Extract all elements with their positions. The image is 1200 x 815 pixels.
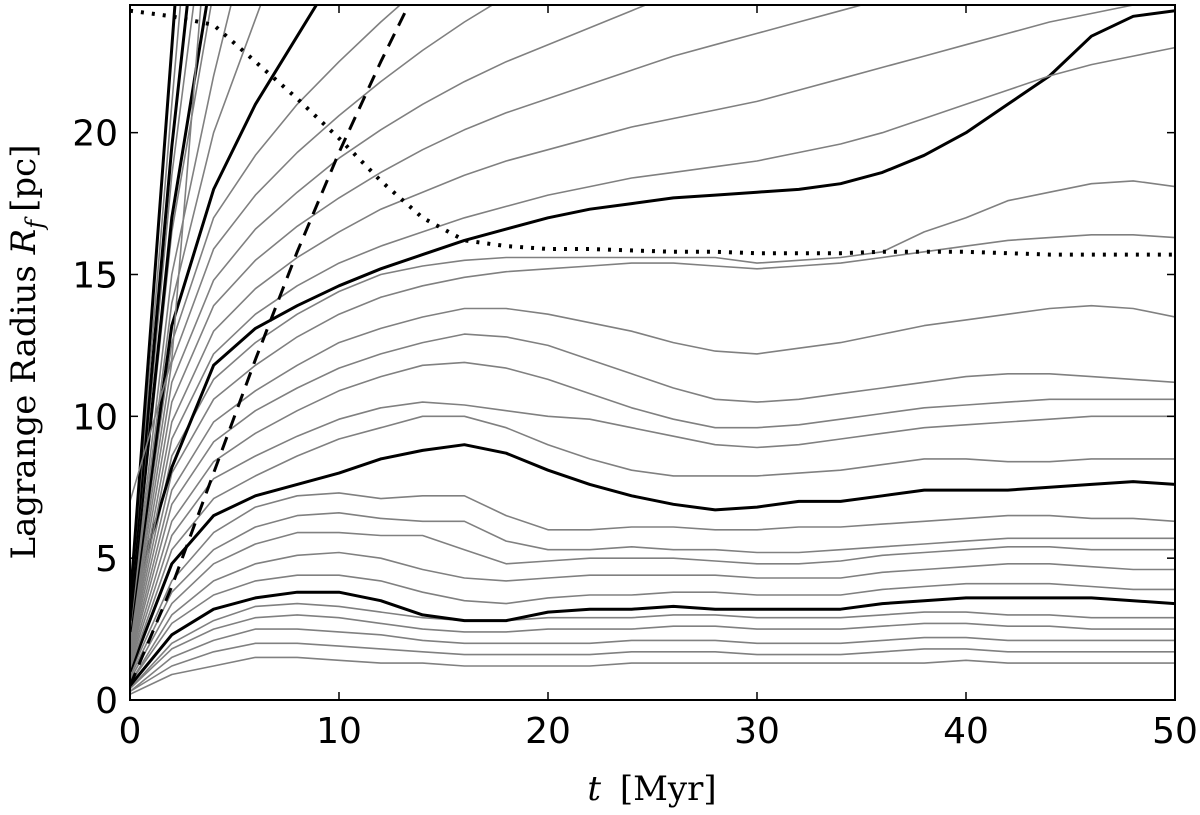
series-line-thin-7 <box>130 551 1175 684</box>
series-line-thin-22 <box>130 5 494 638</box>
x-tick-label-30: 30 <box>734 711 780 752</box>
series-line-thin-6 <box>130 574 1175 684</box>
x-tick-label-40: 40 <box>943 711 989 752</box>
y-tick-label-15: 15 <box>72 255 118 296</box>
series-line-thin-17 <box>130 180 1175 652</box>
series-line-thin-8 <box>130 531 1175 681</box>
series-line-thick-2 <box>130 443 1175 673</box>
series-line-thick-7 <box>130 5 177 604</box>
series-line-thin-4 <box>130 614 1175 690</box>
series-lines <box>130 5 1175 696</box>
x-tick-label-20: 20 <box>525 711 571 752</box>
series-line-thin-13 <box>130 361 1175 664</box>
series-line-thick-6 <box>130 5 189 616</box>
series-line-thin-12 <box>130 401 1175 667</box>
y-tick-label-20: 20 <box>72 114 118 155</box>
series-line-dashed <box>130 5 411 687</box>
series-line-thin-9 <box>130 511 1175 678</box>
y-tick-label-0: 0 <box>95 681 118 722</box>
series-line-thin-5 <box>130 602 1175 690</box>
plot-frame <box>129 4 1176 701</box>
series-line-dotted <box>130 8 1175 257</box>
y-tick-label-10: 10 <box>72 397 118 438</box>
series-line-thin-1 <box>130 656 1175 696</box>
series-line-thin-21 <box>130 5 648 641</box>
x-tick-label-50: 50 <box>1152 711 1198 752</box>
y-tick-label-5: 5 <box>95 539 118 580</box>
series-line-thin-10 <box>130 492 1175 675</box>
series-line-thin-3 <box>130 628 1175 693</box>
series-line-thin-15 <box>130 304 1175 658</box>
x-tick-label-10: 10 <box>316 711 362 752</box>
series-line-thin-2 <box>130 642 1175 693</box>
series-line-thick-4 <box>130 5 319 633</box>
series-line-thin-11 <box>130 415 1175 670</box>
x-tick-label-0: 0 <box>119 711 142 752</box>
series-line-thin-20 <box>130 5 865 644</box>
tick-labels: 0 10 20 30 40 50 0 5 10 15 20 <box>72 114 1198 752</box>
y-axis-label: Lagrange Radius Rf[pc] <box>4 144 49 559</box>
series-line-thick-3 <box>130 9 1175 610</box>
series-line-thin-19 <box>130 5 1140 647</box>
axis-ticks <box>129 5 1176 701</box>
x-axis-label: t [Myr] <box>587 769 716 809</box>
series-line-thin-14 <box>130 333 1175 661</box>
series-line-thin-23 <box>130 5 402 635</box>
series-line-thin-18 <box>130 46 1175 650</box>
series-line-thick-1 <box>130 590 1175 687</box>
series-line-thin-16 <box>130 234 1175 655</box>
series-line-thin-27 <box>130 5 195 618</box>
